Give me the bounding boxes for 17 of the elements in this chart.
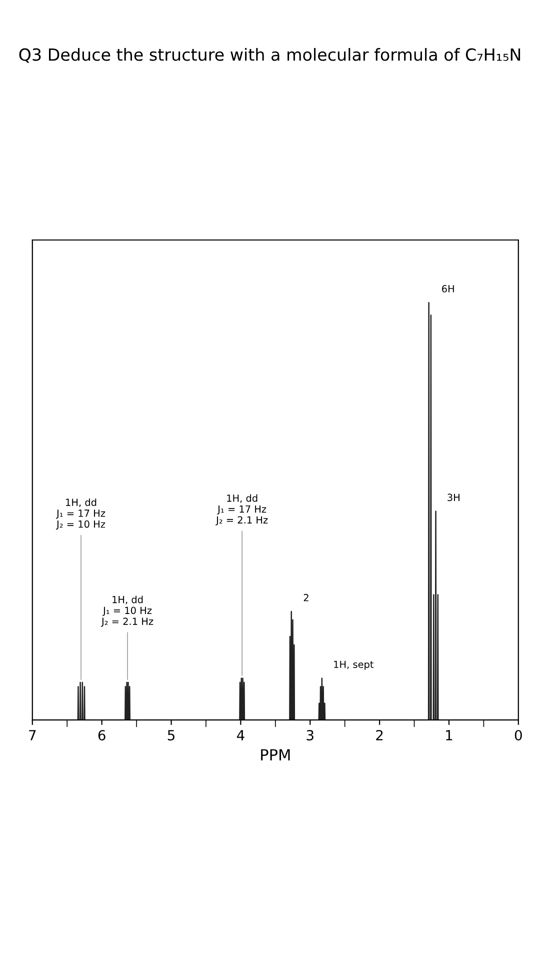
x-axis-title: PPM xyxy=(261,749,290,760)
chart-title: Q3 Deduce the structure with a molecular formula of C₇H₁₅N xyxy=(19,48,520,63)
annotation: 1H, dd J₁ = 17 Hz J₂ = 2.1 Hz xyxy=(216,494,268,526)
x-tick-label: 4 xyxy=(236,730,244,740)
x-tick-label: 5 xyxy=(168,730,174,740)
x-tick-label: 1 xyxy=(446,730,452,740)
x-tick-label: 3 xyxy=(306,730,314,740)
annotation: 1H, dd J₁ = 17 Hz J₂ = 10 Hz xyxy=(56,498,106,530)
x-tick-label: 7 xyxy=(29,730,36,740)
x-tick-label: 6 xyxy=(98,730,106,740)
x-tick-label: 0 xyxy=(514,730,522,740)
annotation: 1H, sept xyxy=(334,660,374,670)
annotation: 2 xyxy=(304,594,308,602)
annotation: 1H, dd J₁ = 10 Hz J₂ = 2.1 Hz xyxy=(100,596,154,627)
x-tick-label: 2 xyxy=(376,730,383,740)
annotation: 6H xyxy=(442,285,454,292)
annotation: 3H xyxy=(448,494,460,502)
